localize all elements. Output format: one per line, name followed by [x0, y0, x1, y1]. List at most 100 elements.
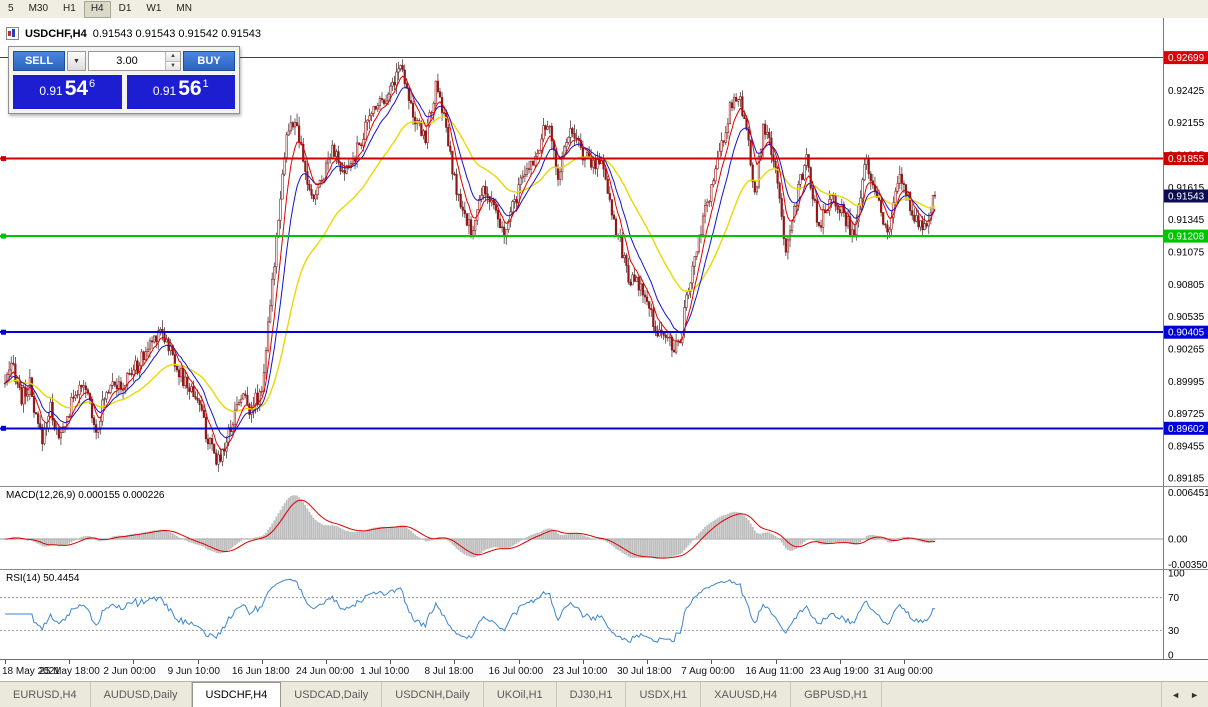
time-axis-tick	[583, 660, 584, 664]
time-axis-label: 30 Jul 18:00	[617, 666, 672, 677]
price-axis[interactable]: 0.924250.921550.918850.916150.913450.910…	[1164, 18, 1208, 486]
svg-text:0.90805: 0.90805	[1168, 280, 1205, 291]
svg-text:0.91345: 0.91345	[1168, 215, 1205, 226]
timeframe-button-5[interactable]: 5	[1, 1, 21, 18]
time-axis-label: 16 Jun 18:00	[232, 666, 290, 677]
timeframe-button-m30[interactable]: M30	[22, 1, 55, 18]
time-axis-label: 8 Jul 18:00	[424, 666, 473, 677]
chart-tab-gbpusd[interactable]: GBPUSD,H1	[791, 682, 882, 707]
sell-button[interactable]: SELL	[13, 51, 65, 71]
timeframe-button-mn[interactable]: MN	[169, 1, 199, 18]
svg-text:0.91208: 0.91208	[1168, 232, 1205, 243]
time-axis-tick	[69, 660, 70, 664]
time-axis-tick	[647, 660, 648, 664]
time-axis-tick	[133, 660, 134, 664]
sell-price-big: 54	[65, 78, 88, 99]
time-axis-label: 23 Jul 10:00	[553, 666, 608, 677]
main-chart-panel[interactable]: 0.924250.921550.918850.916150.913450.910…	[0, 18, 1208, 486]
timeframe-button-d1[interactable]: D1	[112, 1, 139, 18]
svg-text:0.90405: 0.90405	[1168, 328, 1205, 339]
ma-line-40	[5, 117, 935, 412]
chart-tab-eurusd[interactable]: EURUSD,H4	[0, 682, 91, 707]
candles	[4, 59, 936, 472]
time-axis-label: 9 Jun 10:00	[168, 666, 220, 677]
rsi-label: RSI(14) 50.4454	[6, 573, 79, 584]
buy-button[interactable]: BUY	[183, 51, 235, 71]
chart-tab-usdcad[interactable]: USDCAD,Daily	[281, 682, 382, 707]
timeframe-button-w1[interactable]: W1	[139, 1, 168, 18]
volume-value[interactable]: 3.00	[89, 52, 165, 70]
chart-tab-usdx[interactable]: USDX,H1	[626, 682, 701, 707]
chart-tab-ukoil[interactable]: UKOil,H1	[484, 682, 557, 707]
svg-text:-0.00350: -0.00350	[1168, 560, 1208, 569]
chart-ohlc-quotes: 0.91543 0.91543 0.91542 0.91543	[93, 28, 261, 40]
time-axis-label: 2 Jun 00:00	[103, 666, 155, 677]
rsi-line	[5, 579, 935, 642]
svg-text:0.89995: 0.89995	[1168, 377, 1205, 388]
time-axis-label: 16 Aug 11:00	[746, 666, 804, 677]
volume-up-button[interactable]: ▲	[166, 52, 180, 61]
price-badge: 0.91543	[1164, 190, 1208, 203]
one-click-trading-panel: SELL ▼ 3.00 ▲ ▼ BUY 0.91 54 6 0.91 56 1	[8, 46, 240, 114]
svg-text:0.90265: 0.90265	[1168, 344, 1205, 355]
tabs-scroll-right-button[interactable]: ►	[1186, 688, 1203, 702]
volume-stepper: ▲ ▼	[165, 52, 180, 70]
time-axis-tick	[840, 660, 841, 664]
timeframe-button-h4[interactable]: H4	[84, 1, 111, 18]
volume-input[interactable]: 3.00 ▲ ▼	[88, 51, 181, 71]
chart-type-icon	[6, 27, 19, 40]
sell-price-prefix: 0.91	[39, 84, 62, 98]
svg-text:0.89185: 0.89185	[1168, 474, 1205, 485]
time-axis-label: 1 Jul 10:00	[360, 666, 409, 677]
time-axis-tick	[519, 660, 520, 664]
macd-label: MACD(12,26,9) 0.000155 0.000226	[6, 490, 164, 501]
timeframe-button-h1[interactable]: H1	[56, 1, 83, 18]
sell-price-pip: 6	[89, 78, 95, 90]
time-axis-label: 23 Aug 19:00	[810, 666, 869, 677]
svg-text:0.006451: 0.006451	[1168, 488, 1208, 499]
buy-price-big: 56	[178, 78, 201, 99]
time-axis-label: 31 Aug 00:00	[874, 666, 933, 677]
time-axis-tick	[390, 660, 391, 664]
time-axis-label: 16 Jul 00:00	[489, 666, 544, 677]
time-axis-tick	[776, 660, 777, 664]
time-axis-tick	[454, 660, 455, 664]
time-axis-label: 25 May 18:00	[39, 666, 100, 677]
buy-price-display[interactable]: 0.91 56 1	[127, 75, 236, 109]
time-axis-tick	[711, 660, 712, 664]
svg-text:0.89455: 0.89455	[1168, 441, 1205, 452]
chart-tab-audusd[interactable]: AUDUSD,Daily	[91, 682, 192, 707]
buy-price-prefix: 0.91	[153, 84, 176, 98]
svg-text:100: 100	[1168, 570, 1185, 580]
ma-line-7	[5, 76, 935, 450]
time-axis-tick	[5, 660, 6, 664]
time-axis-label: 24 Jun 00:00	[296, 666, 354, 677]
time-axis-tick	[262, 660, 263, 664]
tabs-scroll-left-button[interactable]: ◄	[1167, 688, 1184, 702]
chart-tab-usdchf[interactable]: USDCHF,H4	[192, 682, 282, 707]
chart-tab-dj30[interactable]: DJ30,H1	[557, 682, 627, 707]
volume-dropdown-button[interactable]: ▼	[67, 51, 86, 71]
svg-text:0.92425: 0.92425	[1168, 86, 1205, 97]
chart-header: USDCHF,H4 0.91543 0.91543 0.91542 0.9154…	[6, 27, 261, 40]
sell-price-display[interactable]: 0.91 54 6	[13, 75, 122, 109]
tabs-scroll-buttons: ◄►	[1161, 682, 1208, 707]
buy-price-pip: 1	[203, 78, 209, 90]
svg-text:30: 30	[1168, 626, 1180, 637]
chart-tab-usdcnh[interactable]: USDCNH,Daily	[382, 682, 484, 707]
price-badge: 0.91208	[1164, 230, 1208, 243]
svg-text:0.91855: 0.91855	[1168, 154, 1205, 165]
price-badge: 0.90405	[1164, 326, 1208, 339]
svg-text:0.92155: 0.92155	[1168, 118, 1205, 129]
svg-text:0.92699: 0.92699	[1168, 53, 1205, 64]
svg-text:0.89602: 0.89602	[1168, 424, 1205, 435]
chart-tab-xauusd[interactable]: XAUUSD,H4	[701, 682, 791, 707]
volume-down-button[interactable]: ▼	[166, 61, 180, 71]
svg-text:0.90535: 0.90535	[1168, 312, 1205, 323]
